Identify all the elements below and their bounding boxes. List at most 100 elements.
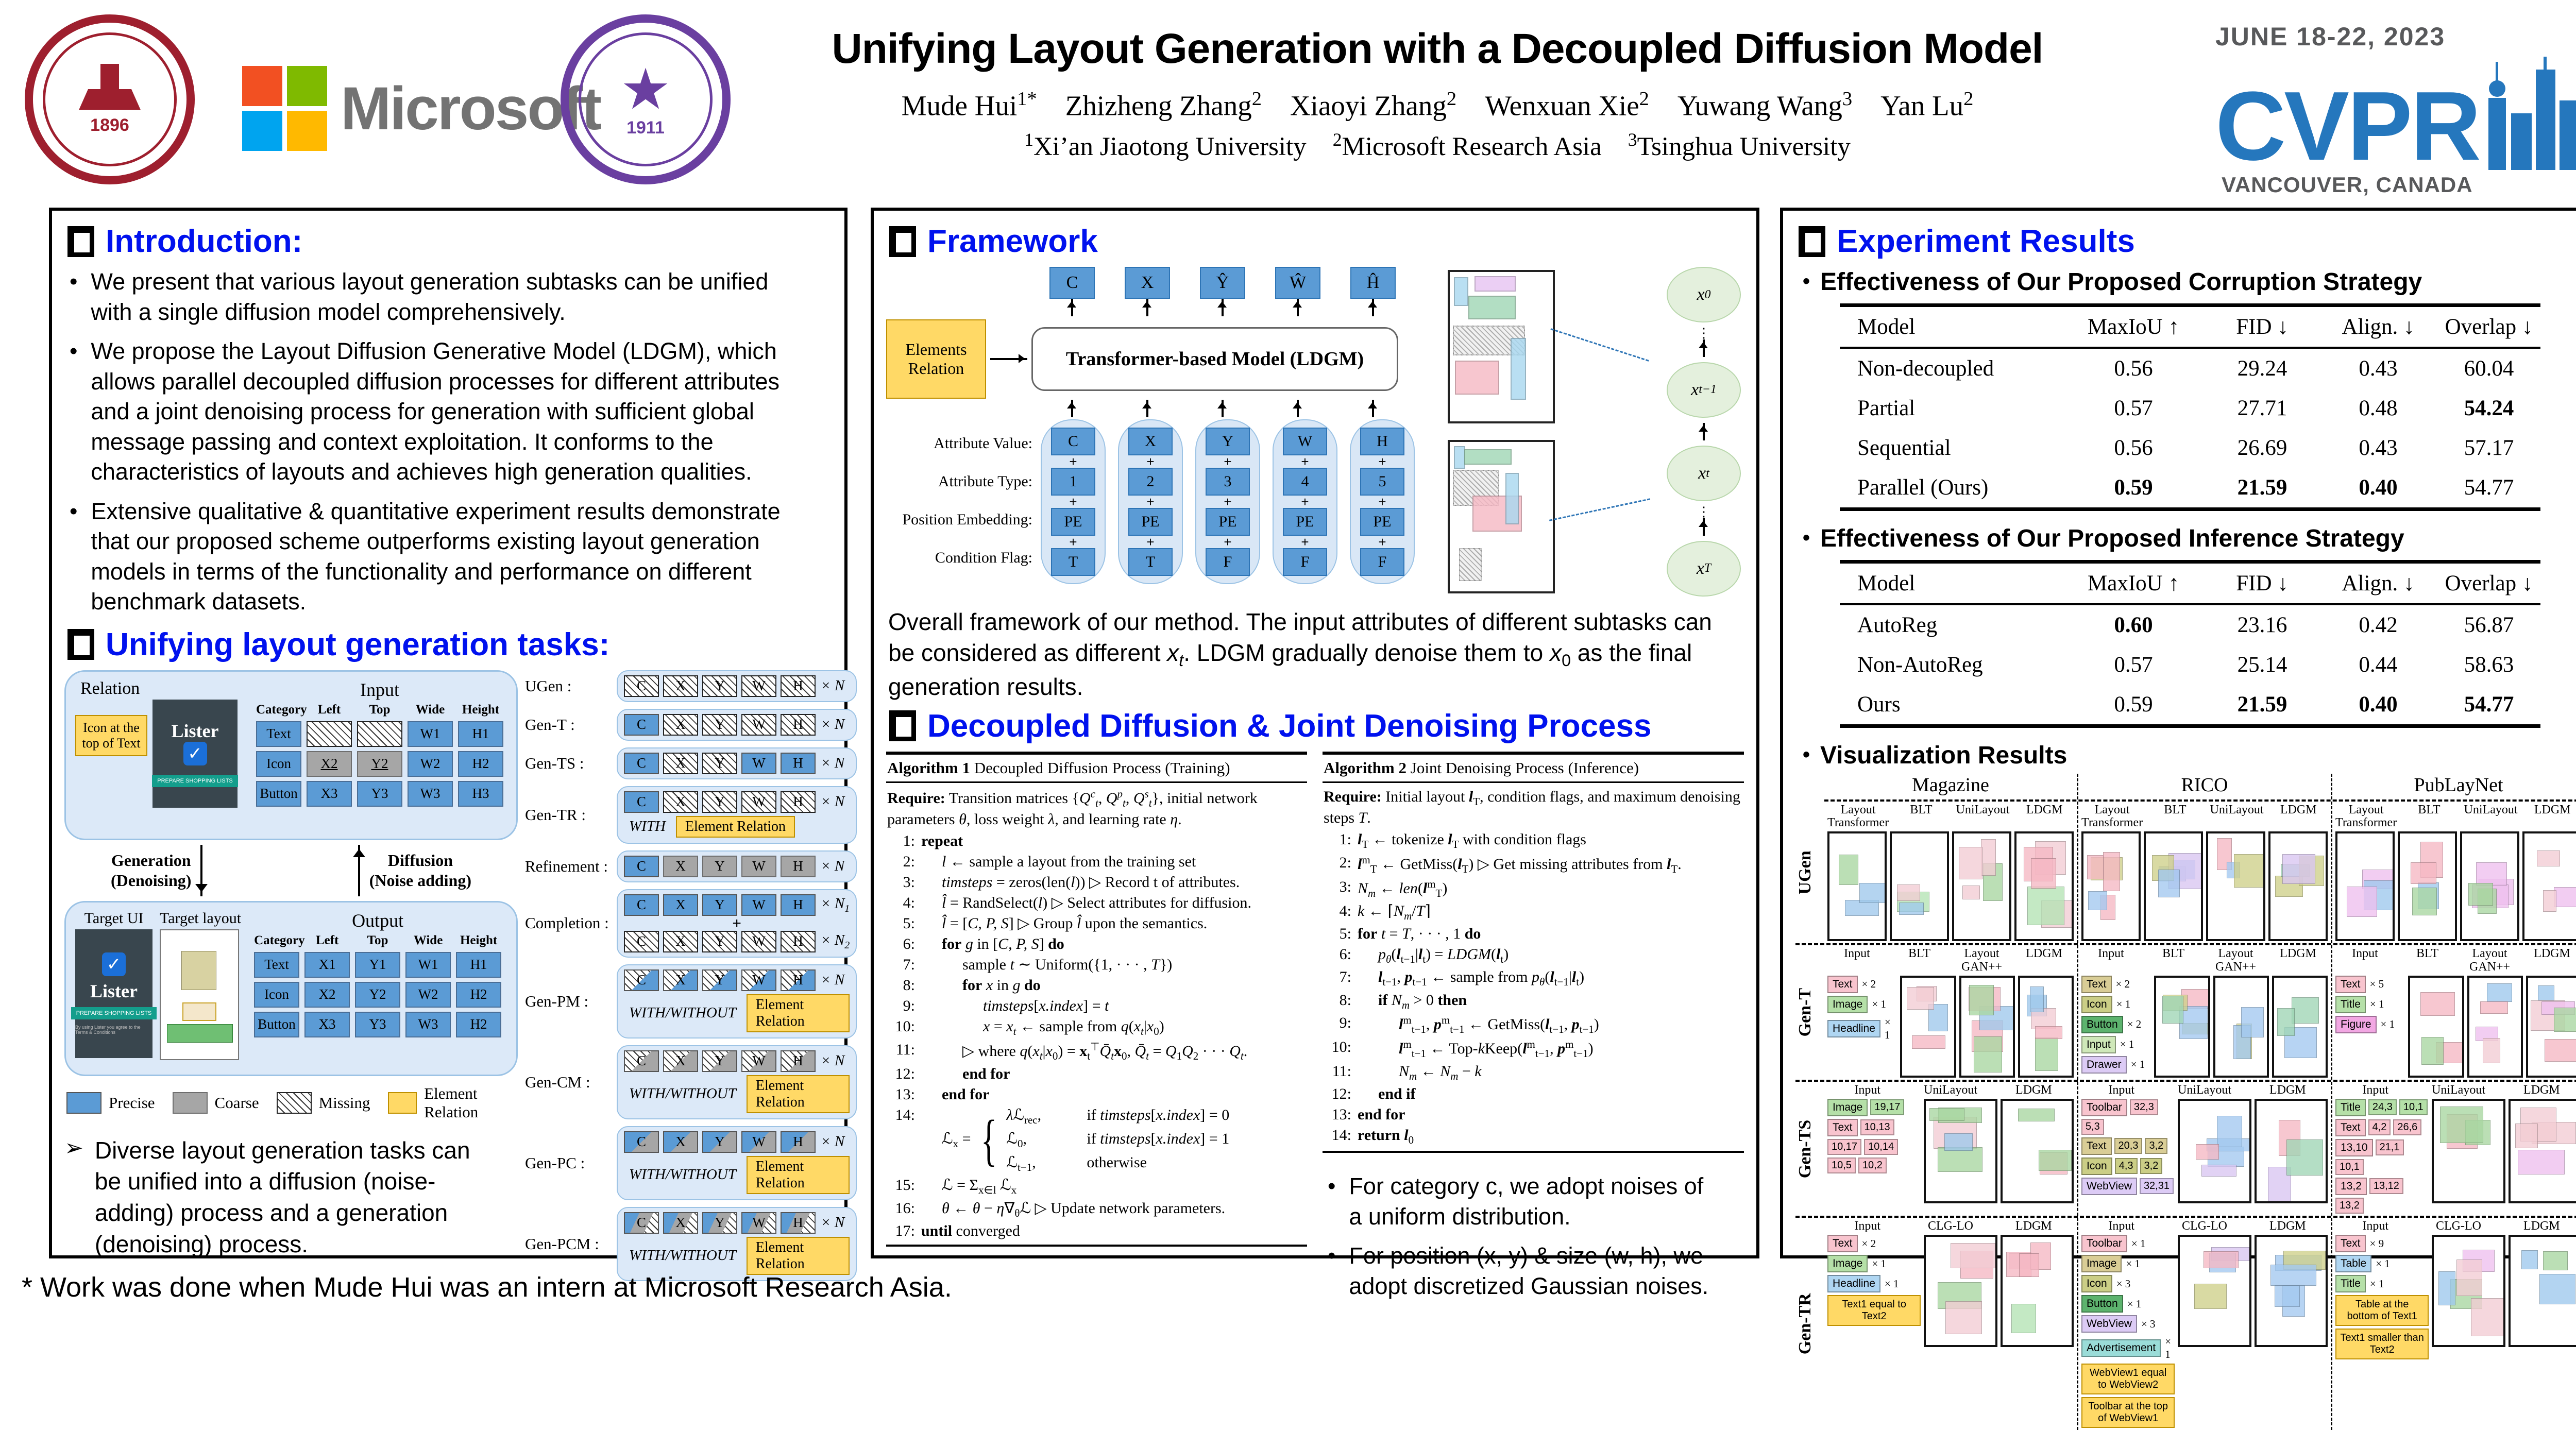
- viz-thumbnail: [2526, 975, 2576, 1078]
- token-box: W: [1283, 428, 1327, 455]
- element-relation-badge: Element Relation: [746, 1075, 850, 1113]
- viz-thumbnail: [2272, 975, 2328, 1078]
- algorithm-line: 5: l̂ = [C, P, S] ▷ Group l̂ upon the sem…: [886, 914, 1307, 933]
- chip-count: × 2: [2115, 978, 2130, 991]
- algorithm-line: 12: end if: [1323, 1085, 1744, 1103]
- table-header-cell: FID ↓: [2236, 315, 2289, 339]
- attribute-cell: H: [781, 894, 816, 916]
- viz-column-header: Layout Transformer: [2081, 803, 2143, 830]
- up-arrow-icon: [1699, 422, 1708, 440]
- line-number: 7:: [1339, 968, 1351, 986]
- algorithm-line: 4: l̂ = RandSelect(l) ▷ Select attributes…: [886, 894, 1307, 912]
- value-cell: Y1: [355, 951, 401, 978]
- count-label: × N: [821, 677, 845, 694]
- viz-column-header: BLT: [2416, 947, 2439, 961]
- chip-count: × 1: [2380, 1018, 2395, 1031]
- title-block: Unifying Layout Generation with a Decoup…: [742, 25, 2133, 162]
- input-chip: Icon: [2081, 1275, 2112, 1293]
- dot-bullet-icon: •: [1803, 743, 1810, 766]
- category-cell: Text: [256, 721, 301, 747]
- viz-column-header: LDGM: [2269, 1219, 2306, 1233]
- viz-thumbnail: [2467, 975, 2523, 1078]
- target-layout-canvas: [160, 929, 239, 1060]
- coordinate-cell: 10,1: [2335, 1159, 2364, 1175]
- coordinate-cell: 3,2: [2145, 1138, 2168, 1154]
- viz-thumbnail: [2144, 831, 2203, 942]
- viz-column-header: UniLayout: [2432, 1083, 2485, 1097]
- coordinate-cell: 21,1: [2375, 1139, 2404, 1156]
- algorithm-title: Algorithm 2 Joint Denoising Process (Inf…: [1323, 751, 1744, 783]
- tsinghua-star-icon: ★: [620, 57, 671, 121]
- viz-dataset-group: Input UniLayout LDGM Toolbar 32,3 5,3 Text 20,3…: [2077, 1081, 2331, 1216]
- attribute-cell: W: [741, 675, 776, 697]
- input-chip: WebView: [2081, 1177, 2137, 1195]
- noise-bullets: • For category c, we adopt noises of a un…: [1323, 1171, 1744, 1301]
- viz-row-label: Gen-T: [1795, 988, 1815, 1037]
- layout-preview-card: [1448, 440, 1555, 593]
- legend: Precise Coarse Missing Element Relation: [66, 1084, 516, 1121]
- viz-input-panel: Toolbar × 1 Image × 1 Icon × 3 Button × 1 WebVie…: [2081, 1235, 2175, 1428]
- task-label: Gen-PC :: [525, 1153, 585, 1172]
- microsoft-squares-icon: [242, 66, 327, 151]
- category-cell: Button: [256, 780, 301, 807]
- table-row: Sequential 0.56 26.69 0.43 57.17: [1840, 428, 2540, 468]
- input-chip: Toolbar: [2081, 1098, 2127, 1116]
- chip-count: × 2: [2127, 1018, 2142, 1031]
- with-label: WITH/WITHOUT: [629, 1005, 736, 1021]
- chip-count: × 9: [2369, 1237, 2384, 1250]
- attribute-cell: H: [781, 675, 816, 697]
- up-arrow-icon: [1293, 299, 1302, 316]
- attribute-cell: Y: [702, 1050, 737, 1072]
- table-header-cell: Overlap ↓: [2445, 571, 2533, 595]
- viz-thumbnail: [2432, 1098, 2505, 1203]
- algorithm-2: Algorithm 2 Joint Denoising Process (Inf…: [1323, 751, 1744, 1153]
- attribute-cell: W: [741, 1050, 776, 1072]
- table-cell: 58.63: [2464, 653, 2514, 677]
- algorithm-line: 12: end for: [886, 1065, 1307, 1083]
- visualization-subheading: • Visualization Results: [1803, 741, 2576, 770]
- input-chip: Text: [2081, 975, 2112, 993]
- target-layout-label: Target layout: [160, 909, 242, 927]
- viz-thumbnail: [2178, 1235, 2251, 1348]
- input-chip: Icon: [2081, 1157, 2112, 1175]
- viz-thumbnail: [2213, 975, 2269, 1078]
- table-header-cell: Model: [1857, 571, 1916, 595]
- viz-column-header: Input: [1854, 1219, 1880, 1233]
- viz-thumbnail: [2335, 831, 2395, 942]
- count-label: × N: [821, 1052, 845, 1069]
- line-number: 4:: [1339, 902, 1351, 920]
- value-cell: Y3: [355, 1011, 401, 1037]
- input-chip: Icon: [2081, 995, 2112, 1013]
- token-box: PE: [1206, 508, 1250, 536]
- input-chip: Input: [2081, 1035, 2116, 1053]
- input-chip: Image: [1827, 1255, 1868, 1273]
- app-terms-text: By using Lister you agree to the Terms &…: [75, 1024, 141, 1035]
- viz-column-header: CLG-LO: [1928, 1219, 1973, 1233]
- input-chip: Drawer: [2081, 1056, 2127, 1074]
- task-label: Completion :: [525, 914, 609, 932]
- chip-count: × 1: [2131, 1237, 2146, 1250]
- line-number: 11:: [1332, 1063, 1351, 1080]
- square-bullet-icon: [67, 629, 94, 660]
- corruption-subheading: • Effectiveness of Our Proposed Corrupti…: [1803, 268, 2576, 296]
- relation-note: Toolbar at the top of WebView1: [2081, 1397, 2175, 1428]
- table-cell: 0.57: [2114, 653, 2153, 677]
- attribute-cell: Y: [702, 713, 737, 736]
- noise-bullet: • For position (x, y) & size (w, h), we a…: [1328, 1241, 1744, 1301]
- dot-bullet-icon: •: [1803, 270, 1810, 293]
- layout-icon-block: [181, 950, 216, 990]
- value-cell: W3: [405, 1011, 451, 1037]
- coordinate-cell: 4,2: [2368, 1119, 2391, 1136]
- microsoft-logo: Microsoft: [242, 66, 602, 151]
- coordinate-cell: 32,31: [2139, 1178, 2174, 1195]
- cvpr-wordmark: CVPR: [2215, 71, 2481, 181]
- dataset-group-title: RICO: [2077, 774, 2331, 799]
- ms-square-green: [287, 66, 327, 106]
- algorithm-line: 11: ▷ where q(xt|x0) = xt⊤Q̄tx0, Q̄t = Q1…: [886, 1041, 1307, 1063]
- viz-dataset-group: Input UniLayout LDGM Image 19,17 Text 10,13 10,…: [1824, 1082, 2077, 1216]
- attribute-cell: C: [624, 930, 659, 952]
- xjtu-logo-inner: 1896: [43, 32, 177, 166]
- input-chip: Table: [2335, 1255, 2372, 1273]
